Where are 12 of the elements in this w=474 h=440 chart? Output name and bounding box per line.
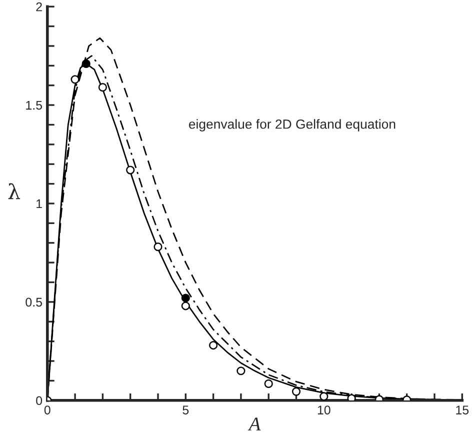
y-tick-label: 0 <box>36 396 42 406</box>
x-tick-label: 5 <box>182 406 189 414</box>
x-tick-label: 0 <box>44 406 50 414</box>
y-axis-title: λ <box>8 183 20 200</box>
y-tick-label: 2 <box>36 2 42 12</box>
annotation: eigenvalue for 2D Gelfand equation <box>188 119 396 132</box>
y-tick-label: 1.5 <box>26 100 42 110</box>
x-tick-label: 15 <box>456 406 469 414</box>
x-tick-label: 10 <box>318 406 330 414</box>
x-axis-title: A <box>248 418 261 430</box>
y-tick-label: 1 <box>36 199 42 208</box>
y-tick-label: 0.5 <box>26 298 42 307</box>
